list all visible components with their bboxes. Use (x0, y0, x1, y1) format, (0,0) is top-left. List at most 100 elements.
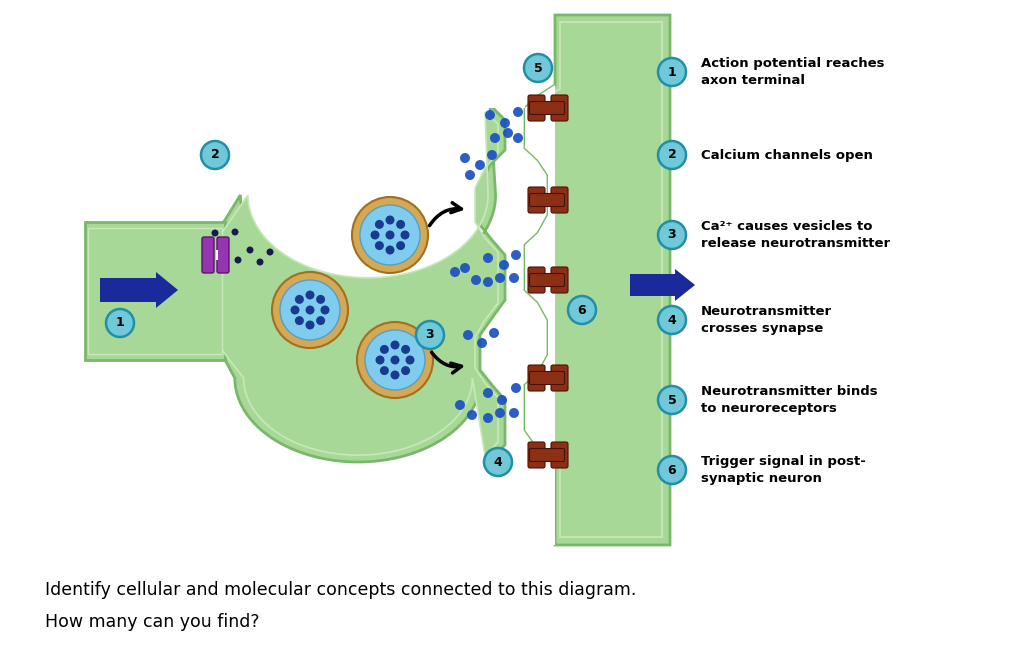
Circle shape (489, 328, 499, 338)
Circle shape (385, 245, 394, 254)
Circle shape (221, 249, 228, 256)
Circle shape (658, 456, 686, 484)
Circle shape (400, 230, 410, 239)
FancyBboxPatch shape (529, 273, 564, 286)
Circle shape (483, 253, 493, 263)
Text: 4: 4 (494, 455, 503, 468)
Circle shape (390, 371, 399, 379)
Text: Ca²⁺ causes vesicles to
release neurotransmitter: Ca²⁺ causes vesicles to release neurotra… (701, 220, 890, 250)
Circle shape (212, 230, 218, 237)
Circle shape (463, 330, 473, 340)
Circle shape (295, 295, 304, 304)
Polygon shape (210, 105, 505, 462)
Circle shape (390, 356, 399, 364)
FancyArrow shape (630, 269, 695, 301)
Polygon shape (430, 85, 555, 545)
Circle shape (499, 260, 509, 270)
Circle shape (360, 205, 420, 265)
FancyBboxPatch shape (528, 365, 545, 391)
Circle shape (658, 386, 686, 414)
Circle shape (280, 280, 340, 340)
Circle shape (495, 273, 505, 283)
Circle shape (316, 295, 325, 304)
Text: 5: 5 (668, 394, 677, 407)
Circle shape (352, 197, 428, 273)
Circle shape (396, 241, 406, 250)
Polygon shape (215, 112, 498, 456)
Circle shape (406, 356, 415, 364)
FancyBboxPatch shape (551, 442, 568, 468)
Circle shape (490, 133, 500, 143)
Circle shape (658, 58, 686, 86)
Circle shape (471, 275, 481, 285)
Circle shape (483, 277, 493, 287)
Text: Neurotransmitter binds
to neuroreceptors: Neurotransmitter binds to neuroreceptors (701, 385, 878, 415)
Circle shape (396, 220, 406, 229)
Circle shape (450, 267, 460, 277)
Circle shape (495, 408, 505, 418)
Circle shape (511, 250, 521, 260)
Text: 6: 6 (668, 464, 676, 477)
Circle shape (316, 316, 325, 325)
FancyBboxPatch shape (551, 267, 568, 293)
Circle shape (291, 305, 299, 315)
Circle shape (460, 263, 470, 273)
Text: 1: 1 (668, 65, 677, 78)
Circle shape (357, 322, 433, 398)
Polygon shape (85, 222, 225, 360)
Circle shape (266, 249, 273, 256)
Circle shape (321, 305, 330, 315)
Circle shape (416, 321, 444, 349)
Circle shape (231, 228, 239, 235)
Text: How many can you find?: How many can you find? (45, 613, 259, 631)
Circle shape (467, 410, 477, 420)
FancyBboxPatch shape (202, 237, 214, 273)
Text: 2: 2 (668, 148, 677, 162)
FancyBboxPatch shape (551, 365, 568, 391)
FancyBboxPatch shape (217, 237, 229, 273)
Circle shape (524, 54, 552, 82)
Circle shape (513, 133, 523, 143)
Circle shape (568, 296, 596, 324)
Text: 3: 3 (668, 228, 676, 241)
Circle shape (385, 230, 394, 239)
Circle shape (483, 413, 493, 423)
Circle shape (375, 241, 384, 250)
Text: 4: 4 (668, 313, 677, 326)
Text: 1: 1 (116, 317, 124, 330)
Text: 5: 5 (534, 61, 543, 75)
Circle shape (201, 141, 229, 169)
Circle shape (465, 170, 475, 180)
FancyBboxPatch shape (551, 95, 568, 121)
Circle shape (371, 230, 380, 239)
Circle shape (455, 400, 465, 410)
Polygon shape (88, 228, 222, 354)
Circle shape (385, 216, 394, 224)
FancyBboxPatch shape (528, 95, 545, 121)
Circle shape (234, 256, 242, 264)
Circle shape (375, 220, 384, 229)
Circle shape (272, 272, 348, 348)
Circle shape (475, 160, 485, 170)
FancyBboxPatch shape (529, 371, 564, 385)
Circle shape (380, 366, 389, 375)
Circle shape (401, 366, 410, 375)
FancyBboxPatch shape (529, 101, 564, 114)
Circle shape (305, 320, 314, 330)
Polygon shape (525, 15, 670, 545)
Circle shape (305, 290, 314, 300)
FancyBboxPatch shape (529, 194, 564, 207)
Circle shape (365, 330, 425, 390)
Circle shape (477, 338, 487, 348)
Circle shape (658, 306, 686, 334)
FancyBboxPatch shape (528, 187, 545, 213)
Circle shape (483, 388, 493, 398)
Circle shape (511, 383, 521, 393)
FancyBboxPatch shape (551, 187, 568, 213)
Circle shape (485, 110, 495, 120)
Circle shape (509, 273, 519, 283)
Circle shape (256, 258, 263, 266)
Circle shape (509, 408, 519, 418)
Circle shape (106, 309, 134, 337)
Circle shape (500, 118, 510, 128)
